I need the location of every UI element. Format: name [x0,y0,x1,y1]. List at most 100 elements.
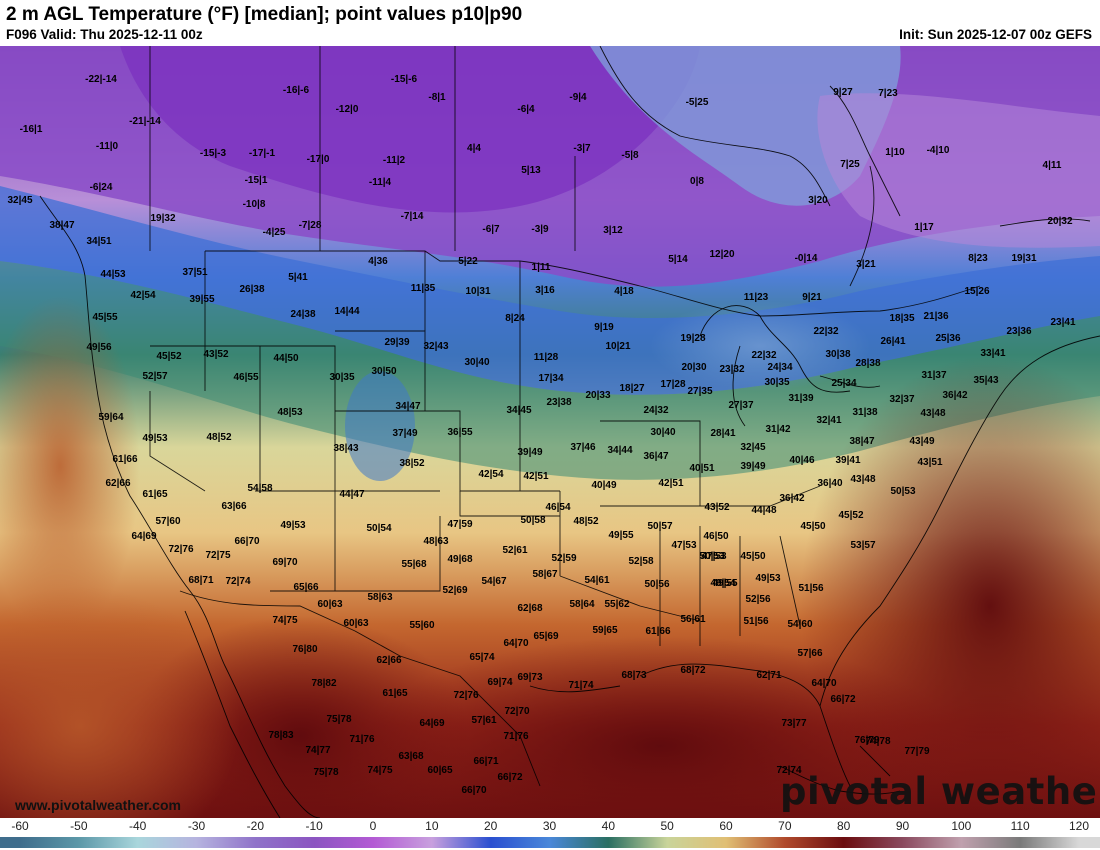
point-value-label: 4|4 [467,143,481,154]
point-value-label: 45|50 [800,521,825,532]
point-value-label: 57|61 [471,715,496,726]
point-value-label: 54|67 [481,576,506,587]
point-value-label: 38|47 [49,220,74,231]
point-value-label: 38|52 [399,458,424,469]
point-value-label: 54|61 [584,575,609,586]
point-values-layer: -22|-14 -16|-6 -15|-6 -8|1 -9|4 -5|25 9|27 7|23… [7,74,1075,796]
point-value-label: 50|53 [890,486,915,497]
point-value-label: 34|45 [506,405,531,416]
point-value-label: 8|24 [505,313,525,324]
point-value-label: -10|8 [243,199,266,210]
point-value-label: 25|36 [935,333,960,344]
point-value-label: 57|60 [155,516,180,527]
point-value-label: 23|38 [546,397,571,408]
point-value-label: 72|76 [168,544,193,555]
point-value-label: 1|17 [914,222,934,233]
point-value-label: 64|70 [503,638,528,649]
point-value-label: 54|60 [787,619,812,630]
colorbar-tick-label: -60 [11,819,29,833]
point-value-label: 48|53 [277,407,302,418]
point-value-label: 51|56 [743,616,768,627]
point-value-label: 68|71 [188,575,213,586]
point-value-label: 49|56 [86,342,111,353]
point-value-label: 20|33 [585,390,610,401]
point-value-label: 64|69 [131,531,156,542]
point-value-label: 30|40 [650,427,675,438]
point-value-label: 46|54 [545,502,570,513]
point-value-label: 47|53 [701,551,726,562]
point-value-label: 30|40 [464,357,489,368]
point-value-label: 30|50 [371,366,396,377]
point-value-label: -22|-14 [85,74,117,85]
colorbar-tick-label: 30 [542,819,557,833]
point-value-label: 5|14 [668,254,688,265]
point-value-label: 66|72 [830,694,855,705]
point-value-label: 17|34 [538,373,563,384]
point-value-label: 58|63 [367,592,392,603]
point-value-label: 4|36 [368,256,388,267]
point-value-label: 59|65 [592,625,617,636]
point-value-label: 50|58 [520,515,545,526]
point-value-label: 9|27 [833,87,853,98]
point-value-label: 19|28 [680,333,705,344]
point-value-label: 1|10 [885,147,905,158]
valid-time-label: F096 Valid: Thu 2025-12-11 00z [6,27,203,42]
point-value-label: 52|57 [142,371,167,382]
coastlines [39,46,1100,818]
point-value-label: 56|61 [680,614,705,625]
point-value-label: 23|36 [1006,326,1031,337]
point-value-label: 61|66 [645,626,670,637]
colorbar-tick-label: 50 [660,819,674,833]
point-value-label: 36|42 [779,493,804,504]
point-value-label: 72|74 [225,576,250,587]
point-value-label: 46|50 [703,531,728,542]
point-value-label: 45|52 [156,351,181,362]
point-value-label: 60|65 [427,765,452,776]
colorbar-tick-label: 40 [601,819,616,833]
point-value-label: 60|63 [317,599,342,610]
point-value-label: 51|56 [798,583,823,594]
temperature-map: -22|-14 -16|-6 -15|-6 -8|1 -9|4 -5|25 9|27 7|23… [0,46,1100,818]
point-value-label: 22|32 [813,326,838,337]
colorbar-tick-label: 90 [895,819,910,833]
point-value-label: 43|52 [704,502,729,513]
point-value-label: 42|51 [523,471,548,482]
point-value-label: 43|48 [920,408,945,419]
colorbar-tick-label: 110 [1010,819,1030,833]
point-value-label: -11|2 [383,155,406,166]
point-value-label: 50|53 [699,551,724,562]
point-value-label: -9|4 [569,92,587,103]
point-value-label: -15|-3 [200,148,227,159]
map-title: 2 m AGL Temperature (°F) [median]; point… [6,4,523,25]
point-value-label: 20|30 [681,362,706,373]
point-value-label: 10|21 [605,341,630,352]
point-value-label: 62|71 [756,670,781,681]
colorbar-tick-label: 60 [719,819,733,833]
point-value-label: 32|41 [816,415,841,426]
point-value-label: 23|32 [719,364,744,375]
point-value-label: 69|74 [487,677,512,688]
point-value-label: 3|12 [603,225,623,236]
point-value-label: -11|0 [96,141,119,152]
point-value-label: -15|-6 [391,74,418,85]
point-value-label: -4|10 [927,145,950,156]
point-value-label: 69|70 [272,557,297,568]
point-value-label: 39|49 [517,447,542,458]
brand-watermark: pivotal weather [780,770,1100,813]
point-value-label: 0|8 [690,176,704,187]
point-value-label: 75|78 [326,714,351,725]
pacific-warm-area [0,586,240,818]
point-value-label: 73|77 [781,718,806,729]
point-value-label: 39|55 [189,294,214,305]
point-value-label: 49|54 [710,578,735,589]
point-value-label: 61|66 [112,454,137,465]
point-value-label: 40|51 [689,463,714,474]
point-value-label: 62|66 [105,478,130,489]
point-value-label: 63|66 [221,501,246,512]
hudson-bay-region [590,46,901,206]
point-value-label: 32|37 [889,394,914,405]
point-value-label: 3|16 [535,285,555,296]
point-value-label: 74|75 [272,615,297,626]
point-value-label: 42|54 [130,290,155,301]
point-value-label: 28|38 [855,358,880,369]
